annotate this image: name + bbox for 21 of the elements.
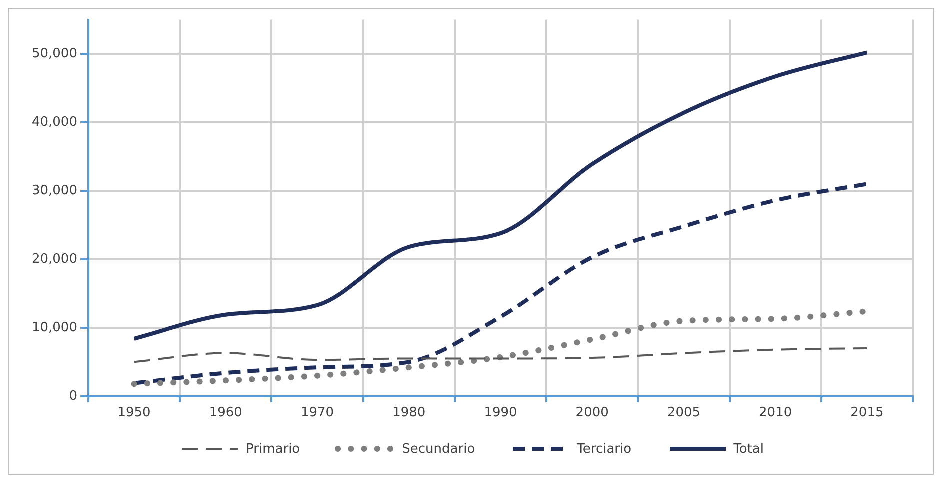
x-tick-label: 1970 bbox=[300, 406, 334, 421]
x-tick-label: 2005 bbox=[667, 406, 701, 421]
x-tick-label: 1960 bbox=[209, 406, 242, 421]
x-tick-label: 2015 bbox=[850, 406, 884, 421]
y-tick-label: 30,000 bbox=[32, 183, 78, 198]
x-tick-label: 2000 bbox=[576, 406, 609, 421]
y-tick-label: 40,000 bbox=[32, 114, 78, 130]
legend-label: Terciario bbox=[577, 442, 632, 456]
x-tick-label: 2010 bbox=[759, 406, 792, 421]
x-tick-label: 1990 bbox=[484, 406, 518, 421]
legend-label: Primario bbox=[246, 442, 300, 456]
y-tick-label: 10,000 bbox=[32, 320, 78, 336]
legend-label: Total bbox=[734, 442, 764, 456]
y-tick-label: 0 bbox=[69, 388, 78, 404]
line-series bbox=[132, 50, 870, 341]
y-tick-label: 50,000 bbox=[32, 46, 78, 62]
line-series bbox=[133, 347, 868, 364]
y-tick-label: 20,000 bbox=[32, 252, 78, 267]
x-tick-label: 1980 bbox=[392, 406, 426, 421]
x-tick-label: 1950 bbox=[118, 406, 151, 421]
legend-label: Secundario bbox=[402, 442, 476, 456]
